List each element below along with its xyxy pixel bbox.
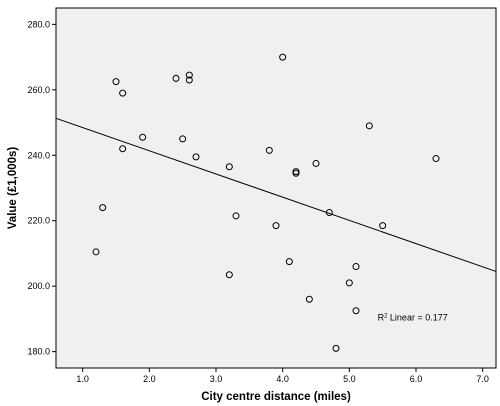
data-point [112,78,120,86]
x-axis-title: City centre distance (miles) [201,391,351,403]
data-point [332,344,340,352]
data-point [279,53,287,61]
data-point [139,133,147,141]
data-point [325,209,333,217]
tick-layer: 1.0 2.0 3.0 4.0 5.0 6.0 7.0 180.0 200.0 220.0 240.… [27,19,488,384]
x-tick-label: 6.0 [410,374,423,384]
y-tick-label: 260.0 [27,85,50,95]
x-tick-label: 2.0 [143,374,156,384]
data-point [179,135,187,143]
data-point [119,145,127,153]
x-tick-label: 3.0 [210,374,223,384]
data-point [345,279,353,287]
x-tick-label: 7.0 [476,374,489,384]
data-point [119,89,127,97]
y-tick-label: 280.0 [27,19,50,29]
fit-line-layer [55,117,497,272]
x-tick-label: 5.0 [343,374,356,384]
data-point [352,263,360,271]
y-tick-label: 220.0 [27,216,50,226]
y-axis-title: Value (£1,000s) [7,147,19,230]
x-tick-label: 1.0 [76,374,89,384]
points-layer [92,53,440,352]
data-point [285,258,293,266]
y-tick-label: 180.0 [27,347,50,357]
data-point [305,295,313,303]
data-point [432,155,440,163]
data-point [379,222,387,230]
x-tick-label: 4.0 [276,374,289,384]
data-point [272,222,280,230]
r-squared-annotation: R2 Linear = 0.177 [378,313,448,323]
data-point [99,204,107,212]
data-point [265,146,273,154]
data-point [292,169,300,177]
data-point [192,153,200,161]
data-point [172,74,180,82]
data-point [232,212,240,220]
data-point [185,76,193,84]
data-point [225,271,233,279]
fit-line [55,117,497,272]
plot-area [55,7,497,369]
data-point [225,163,233,171]
y-tick-label: 240.0 [27,150,50,160]
data-point [185,71,193,79]
data-point [352,307,360,315]
data-point [92,248,100,256]
data-point [312,159,320,167]
y-tick-label: 200.0 [27,281,50,291]
data-point [365,122,373,130]
